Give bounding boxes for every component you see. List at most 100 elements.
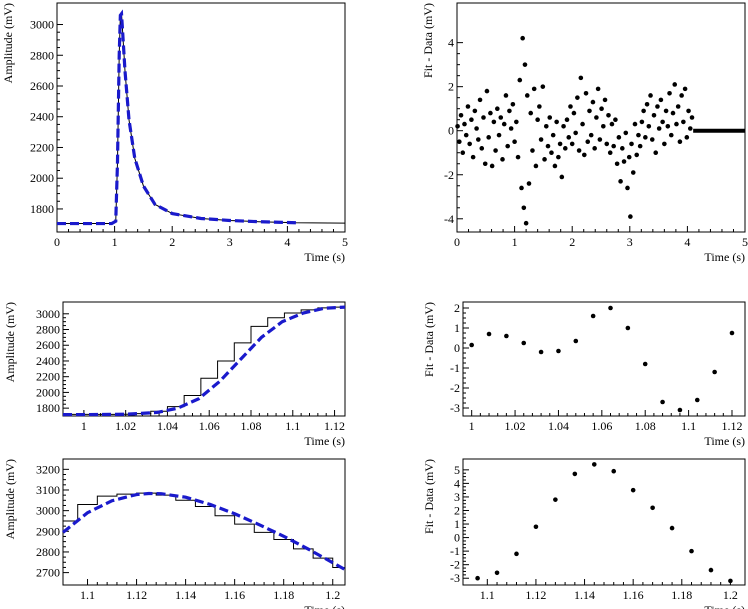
x-tick-label: 0 bbox=[454, 235, 460, 249]
residual-point bbox=[486, 135, 491, 140]
residual-point bbox=[641, 108, 646, 114]
y-axis-title: Fit - Data (mV) bbox=[421, 3, 435, 78]
x-tick-label: 3 bbox=[227, 235, 233, 249]
residual-point bbox=[637, 143, 643, 149]
x-tick-label: 1.02 bbox=[505, 419, 526, 433]
residual-point bbox=[474, 126, 479, 131]
y-tick-label: 3200 bbox=[36, 462, 60, 476]
y-tick-label: 2200 bbox=[36, 370, 60, 384]
residual-point bbox=[611, 143, 616, 149]
residual-point bbox=[663, 108, 669, 114]
residual-point bbox=[660, 119, 665, 125]
residual-point bbox=[667, 90, 672, 96]
x-tick-label: 1 bbox=[112, 235, 118, 249]
residual-point bbox=[540, 84, 546, 89]
y-tick-label: -3 bbox=[450, 571, 460, 585]
residual-point bbox=[566, 135, 572, 140]
x-tick-label: 1.12 bbox=[126, 588, 147, 602]
residual-point bbox=[535, 117, 540, 123]
residual-point bbox=[621, 159, 627, 164]
residual-point bbox=[476, 137, 481, 142]
x-tick-label: 1.08 bbox=[635, 419, 656, 433]
residual-point bbox=[481, 115, 486, 120]
residual-point bbox=[533, 163, 539, 169]
residual-point bbox=[495, 106, 500, 111]
x-tick-label: 1.12 bbox=[324, 419, 345, 433]
residual-point bbox=[460, 150, 466, 156]
plot-frame bbox=[56, 2, 346, 233]
residual-point bbox=[632, 121, 638, 127]
x-tick-label: 1.08 bbox=[241, 419, 262, 433]
residual-point bbox=[620, 146, 625, 151]
y-tick-label: -2 bbox=[450, 381, 460, 395]
x-tick-label: 5 bbox=[742, 235, 748, 249]
y-tick-label: 3000 bbox=[36, 504, 60, 518]
residual-point bbox=[538, 349, 544, 355]
x-tick-label: 1 bbox=[469, 419, 475, 433]
y-tick-label: -4 bbox=[444, 212, 454, 226]
residual-point bbox=[553, 497, 558, 502]
x-axis-title: Time (s) bbox=[304, 434, 345, 448]
x-tick-label: 1.2 bbox=[723, 588, 738, 602]
y-tick-label: 0 bbox=[454, 531, 460, 545]
residual-point bbox=[477, 97, 483, 103]
residual-point bbox=[521, 205, 527, 211]
residual-point bbox=[493, 148, 498, 153]
x-tick-label: 1.12 bbox=[525, 588, 546, 602]
panel-signal-full: 0 1 2 3 4 5 1800 2000 2200 2400 2600 2800 3000 Time (… bbox=[1, 2, 348, 264]
residual-point bbox=[470, 154, 476, 160]
residual-point bbox=[602, 97, 608, 103]
residual-point bbox=[512, 139, 517, 145]
residual-point bbox=[679, 93, 684, 98]
residual-point bbox=[503, 93, 509, 98]
panel-signal-peak-zoom: 1.1 1.12 1.14 1.16 1.18 1.2 2700 2800 2900 3000 31… bbox=[3, 458, 346, 609]
residual-point bbox=[630, 487, 636, 493]
residual-point bbox=[467, 141, 472, 147]
x-tick-label: 0 bbox=[54, 235, 60, 249]
residual-point bbox=[500, 157, 505, 162]
y-tick-label: 1800 bbox=[36, 401, 60, 415]
residual-point bbox=[653, 150, 659, 156]
residual-point bbox=[674, 121, 679, 127]
residual-point bbox=[537, 104, 542, 109]
y-tick-label: 3000 bbox=[30, 18, 54, 32]
y-tick-label: -2 bbox=[444, 168, 454, 182]
residual-point bbox=[677, 139, 683, 145]
residual-point bbox=[523, 220, 529, 226]
residual-point bbox=[669, 525, 675, 531]
residual-point bbox=[581, 152, 587, 158]
residual-point bbox=[642, 361, 648, 367]
residual-point bbox=[549, 150, 554, 156]
residual-point bbox=[649, 137, 655, 142]
residual-point bbox=[514, 119, 519, 125]
x-tick-label: 1.12 bbox=[721, 419, 742, 433]
residual-point bbox=[542, 157, 547, 162]
residual-point bbox=[590, 99, 596, 105]
residual-point bbox=[505, 143, 510, 149]
residual-point bbox=[486, 331, 492, 337]
residual-point bbox=[573, 338, 579, 344]
residual-point bbox=[482, 161, 488, 167]
fit-curve bbox=[63, 305, 346, 417]
x-tick-label: 1.1 bbox=[480, 588, 495, 602]
residual-point bbox=[694, 397, 700, 403]
residual-point bbox=[524, 93, 530, 98]
residual-point bbox=[681, 119, 686, 125]
residual-point bbox=[556, 348, 561, 354]
residual-point bbox=[658, 97, 664, 103]
residual-point bbox=[521, 340, 527, 346]
x-tick-label: 1.14 bbox=[574, 588, 595, 602]
residual-point bbox=[665, 124, 671, 129]
y-tick-label: 0 bbox=[454, 341, 460, 355]
y-tick-label: 3000 bbox=[36, 307, 60, 321]
residual-point bbox=[559, 174, 565, 180]
residual-point bbox=[522, 62, 528, 67]
residual-point bbox=[686, 108, 691, 114]
residual-point bbox=[604, 141, 610, 147]
residual-point bbox=[655, 104, 660, 109]
residual-point bbox=[545, 143, 551, 149]
residual-point bbox=[608, 305, 613, 311]
y-tick-label: 2700 bbox=[36, 566, 60, 580]
residual-point bbox=[457, 139, 462, 145]
y-axis-title: Amplitude (mV) bbox=[3, 459, 17, 539]
